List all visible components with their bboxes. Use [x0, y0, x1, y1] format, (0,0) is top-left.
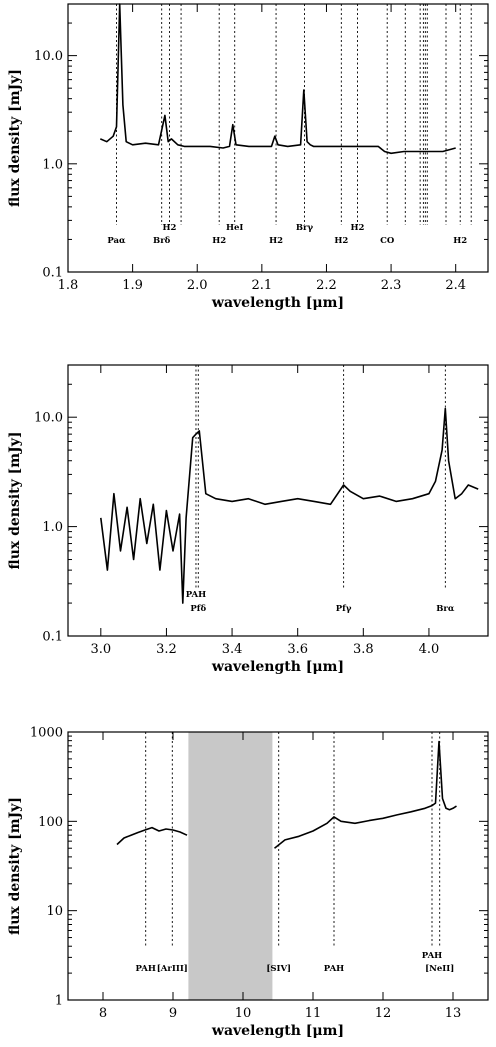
plot-frame: [67, 364, 489, 637]
y-tick-label: 0.1: [42, 630, 63, 645]
line-label: PAH: [422, 951, 442, 961]
x-axis-label: wavelength [μm]: [211, 295, 344, 311]
x-tick-label: 2.2: [316, 278, 337, 293]
y-tick-label: 1.0: [42, 520, 63, 535]
x-tick-label: 9: [169, 1006, 177, 1021]
y-tick-label: 100: [38, 815, 63, 830]
x-tick-label: 3.4: [222, 642, 243, 657]
x-tick-label: 8: [99, 1006, 107, 1021]
y-tick-label: 1: [55, 994, 63, 1009]
y-tick-label: 1.0: [42, 157, 63, 172]
series-line-1: [116, 826, 188, 846]
x-tick-label: 11: [305, 1006, 322, 1021]
plot-frame: [67, 731, 489, 1001]
x-tick-label: 3.0: [90, 642, 111, 657]
y-axis-label: flux density [mJy]: [7, 69, 23, 207]
line-label: H2: [334, 236, 348, 246]
line-label: Brα: [436, 604, 455, 614]
line-label: H2: [212, 236, 226, 246]
line-label: PAH: [135, 964, 155, 974]
line-label: H2: [269, 236, 283, 246]
line-label: H2: [162, 223, 176, 233]
series-line-2: [274, 740, 457, 849]
series-line-1: [99, 3, 456, 155]
x-tick-label: 3.6: [287, 642, 308, 657]
x-tick-label: 4.0: [419, 642, 440, 657]
x-axis-label: wavelength [μm]: [211, 659, 344, 675]
line-label: Paα: [107, 236, 126, 246]
line-label: [ArIII]: [157, 964, 188, 974]
line-label: CO: [380, 236, 395, 246]
x-tick-label: 1.8: [58, 278, 79, 293]
x-axis-label: wavelength [μm]: [211, 1023, 344, 1039]
x-tick-label: 2.1: [252, 278, 273, 293]
line-label: HeI: [226, 223, 243, 233]
series-line-1: [100, 407, 479, 604]
x-tick-label: 1.9: [122, 278, 143, 293]
y-tick-label: 1000: [30, 726, 63, 741]
y-tick-label: 10.0: [34, 411, 63, 426]
y-axis-label: flux density [mJy]: [7, 797, 23, 935]
y-tick-label: 10: [46, 904, 63, 919]
shaded-band: [188, 732, 273, 1000]
line-label: H2: [453, 236, 467, 246]
y-tick-label: 10.0: [34, 49, 63, 64]
x-tick-label: 2.4: [445, 278, 466, 293]
line-label: PAH: [186, 590, 206, 600]
chart-panel-2: PAH Pfδ Pfγ Brα 3.0 3.2 3.4 3.6 3.8 4.0 0.1 1.0 10.0…: [7, 364, 489, 675]
line-label: Brγ: [296, 223, 314, 233]
x-tick-label: 13: [445, 1006, 462, 1021]
line-label: PAH: [324, 964, 344, 974]
x-tick-label: 12: [375, 1006, 392, 1021]
x-tick-label: 3.8: [353, 642, 374, 657]
line-label: [SIV]: [266, 964, 291, 974]
line-label: H2: [351, 223, 365, 233]
y-tick-label: 0.1: [42, 266, 63, 281]
line-label: [NeII]: [425, 964, 454, 974]
x-tick-label: 2.3: [381, 278, 402, 293]
x-tick-label: 2.0: [187, 278, 208, 293]
x-tick-label: 3.2: [156, 642, 177, 657]
x-tick-label: 10: [235, 1006, 252, 1021]
y-axis-label: flux density [mJy]: [7, 432, 23, 570]
line-label: Brδ: [153, 236, 171, 246]
line-label: Pfδ: [190, 604, 206, 614]
line-label: Pfγ: [336, 604, 352, 614]
plot-frame: [67, 3, 489, 273]
